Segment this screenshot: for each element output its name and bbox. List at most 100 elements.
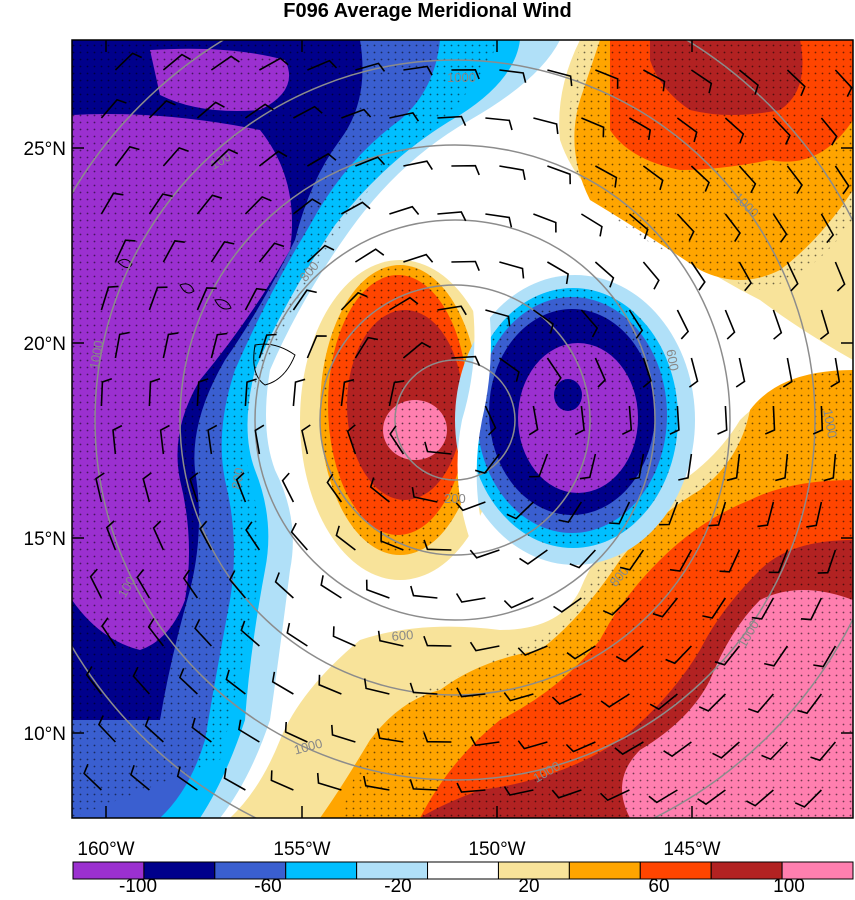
wind-barb bbox=[614, 741, 644, 756]
wind-barb bbox=[451, 355, 481, 367]
wind-barb bbox=[506, 501, 534, 520]
wind-barb bbox=[517, 645, 548, 657]
wind-barb bbox=[580, 213, 603, 237]
wind-barb bbox=[340, 378, 355, 407]
wind-barb bbox=[376, 728, 404, 743]
wind-barb bbox=[746, 789, 774, 807]
wind-barb bbox=[316, 772, 342, 791]
colorbar-labels: -100 -60 -20 20 60 100 bbox=[119, 876, 805, 897]
wind-barb bbox=[602, 597, 630, 616]
wind-barb bbox=[162, 146, 189, 167]
wind-barb bbox=[100, 378, 113, 407]
wind-barb bbox=[717, 405, 728, 435]
wind-barb bbox=[254, 424, 265, 455]
wind-barb bbox=[346, 424, 357, 455]
wind-barb bbox=[148, 286, 168, 311]
wind-barb bbox=[813, 645, 837, 668]
wind-barb bbox=[794, 789, 822, 808]
wind-barb bbox=[566, 645, 596, 660]
wind-barb bbox=[615, 645, 644, 663]
wind-barb bbox=[326, 473, 343, 503]
wind-barb bbox=[574, 405, 585, 436]
wind-barb bbox=[148, 378, 161, 407]
wind-barb bbox=[403, 65, 433, 76]
wind-barb bbox=[470, 736, 500, 747]
wind-barb bbox=[751, 597, 775, 620]
wind-barb bbox=[354, 248, 385, 263]
wind-barb bbox=[768, 549, 789, 574]
wind-barb bbox=[772, 309, 783, 340]
wind-barb bbox=[389, 112, 420, 122]
colorbar-label: -100 bbox=[119, 876, 157, 897]
colorbar-label: 60 bbox=[648, 876, 669, 897]
wind-barb bbox=[293, 105, 323, 119]
wind-barb bbox=[320, 575, 342, 599]
wind-barb bbox=[225, 669, 246, 695]
wind-barb bbox=[772, 213, 788, 243]
wind-barb bbox=[129, 764, 150, 791]
wind-barb bbox=[437, 115, 467, 127]
wind-barb bbox=[402, 341, 431, 359]
wind-barb bbox=[451, 260, 480, 272]
wind-barb bbox=[355, 156, 386, 167]
wind-barb bbox=[764, 405, 776, 435]
wind-barb bbox=[621, 405, 633, 436]
wind-barb bbox=[409, 682, 438, 695]
lat-label: 25°N bbox=[24, 139, 66, 160]
wind-barb bbox=[642, 165, 664, 191]
wind-barb bbox=[834, 165, 850, 195]
wind-barb bbox=[800, 597, 823, 621]
wind-barb bbox=[455, 593, 486, 603]
wind-barb bbox=[642, 261, 660, 290]
wind-barb bbox=[365, 579, 390, 599]
wind-barb bbox=[258, 150, 288, 167]
wind-barb bbox=[191, 717, 212, 743]
wind-barb bbox=[643, 69, 666, 92]
wind-barb bbox=[85, 666, 103, 695]
contour-label: 1000 bbox=[86, 339, 106, 370]
colorbar-box bbox=[710, 861, 783, 880]
wind-barb bbox=[331, 724, 356, 743]
wind-barb bbox=[369, 477, 390, 503]
wind-barb bbox=[676, 117, 698, 143]
wind-barb bbox=[274, 572, 294, 599]
wind-barb bbox=[286, 622, 308, 647]
wind-barb bbox=[810, 741, 837, 762]
wind-barb bbox=[182, 569, 199, 599]
wind-barb bbox=[114, 239, 136, 263]
wind-barb bbox=[162, 332, 179, 359]
wind-barb bbox=[210, 241, 235, 263]
wind-barb bbox=[834, 69, 853, 97]
contour-label: 200 bbox=[444, 491, 466, 506]
wind-barb bbox=[199, 520, 213, 551]
wind-barb bbox=[244, 378, 257, 407]
wind-barb bbox=[455, 501, 486, 512]
wind-barb bbox=[144, 716, 164, 743]
wind-barb bbox=[207, 424, 218, 455]
wind-barb bbox=[498, 357, 520, 382]
wind-barb bbox=[665, 645, 692, 665]
wind-barb bbox=[735, 357, 746, 388]
map-title: F096 Average Meridional Wind bbox=[283, 0, 572, 22]
wind-barb bbox=[318, 674, 342, 695]
map-field: 1000 1000 1000 1000 1000 1000 1000 800 8… bbox=[72, 40, 853, 818]
wind-barb bbox=[485, 309, 511, 327]
wind-barb bbox=[669, 405, 680, 435]
wind-barb bbox=[112, 424, 123, 455]
wind-barb bbox=[474, 453, 501, 475]
wind-barb bbox=[579, 453, 597, 480]
wind-barb bbox=[290, 522, 309, 551]
wind-barb bbox=[456, 687, 486, 698]
wind-barb bbox=[245, 521, 261, 551]
wind-barb bbox=[306, 152, 337, 167]
wind-barb bbox=[629, 117, 652, 141]
wind-barb bbox=[332, 626, 356, 647]
lon-label: 145°W bbox=[663, 839, 720, 860]
wind-barb bbox=[629, 453, 645, 481]
wind-barb bbox=[270, 770, 294, 791]
wind-barb bbox=[162, 240, 185, 263]
wind-barb bbox=[89, 568, 103, 599]
wind-barb bbox=[830, 357, 841, 388]
wind-barb bbox=[678, 453, 693, 481]
wind-barb bbox=[210, 148, 239, 167]
